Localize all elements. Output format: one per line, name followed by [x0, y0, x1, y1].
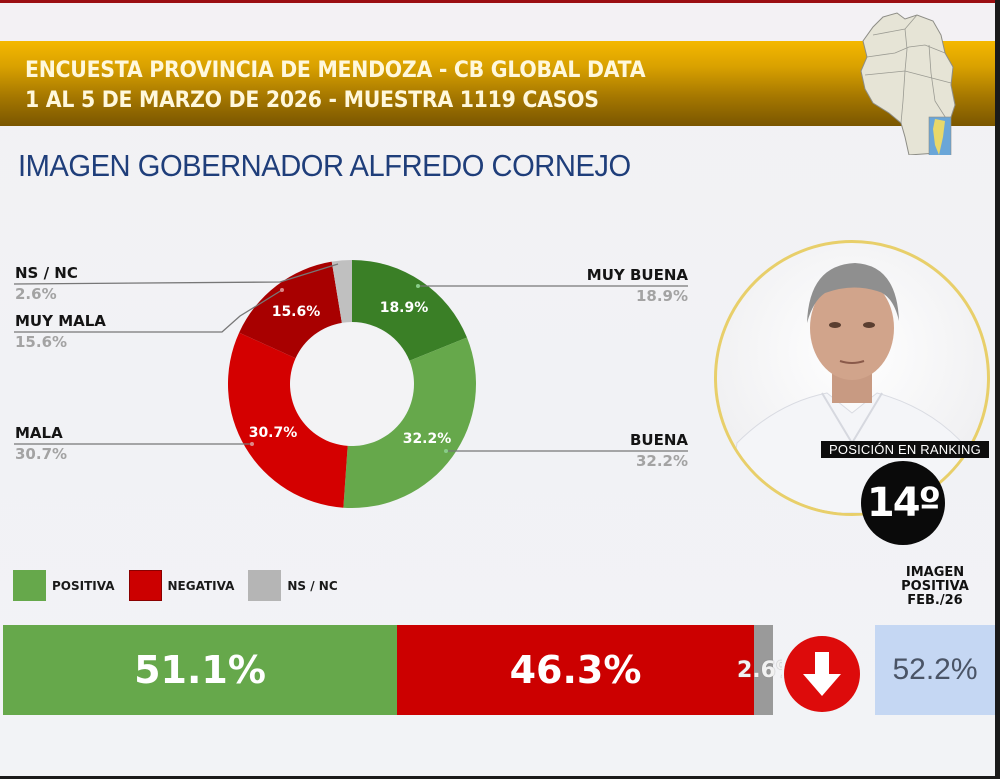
previous-value: 52.2%: [892, 653, 978, 686]
label-name: BUENA: [629, 431, 688, 449]
ranking-label: POSICIÓN EN RANKING: [821, 441, 989, 458]
previous-title: IMAGEN POSITIVA FEB./26: [876, 566, 994, 608]
header-title: ENCUESTA PROVINCIA DE MENDOZA - CB GLOBA…: [25, 58, 646, 83]
label-name: MUY MALA: [15, 312, 106, 330]
mendoza-map-icon: [860, 12, 956, 155]
swatch-ns-nc: [248, 570, 282, 601]
previous-title-line: IMAGEN: [905, 565, 965, 580]
label-muy-mala: MUY MALA 15.6%: [15, 312, 106, 351]
previous-title-line: POSITIVA: [901, 579, 969, 594]
label-mala: MALA 30.7%: [15, 424, 67, 463]
previous-value-box: 52.2%: [875, 625, 995, 715]
label-buena: BUENA 32.2%: [540, 431, 688, 470]
arrow-down-icon: [803, 652, 841, 696]
bar-segment-negativa: 46.3%: [397, 625, 754, 715]
label-name: MUY BUENA: [586, 266, 688, 284]
bar-value-ns-nc: 2.6%: [737, 658, 782, 683]
legend-item-ns-nc: NS / NC: [248, 570, 338, 601]
legend-label: POSITIVA: [52, 578, 115, 593]
label-name: MALA: [15, 424, 63, 442]
legend-item-negativa: NEGATIVA: [128, 570, 235, 601]
slice-muy-mala: [239, 261, 342, 359]
frame-border-bottom: [0, 776, 1000, 779]
bar-segment-positiva: 51.1%: [3, 625, 397, 715]
legend-item-positiva: POSITIVA: [13, 570, 115, 601]
slice-muy-buena: [352, 260, 467, 361]
governor-photo: [714, 240, 990, 516]
label-value: 2.6%: [15, 285, 57, 303]
label-ns-nc: NS / NC 2.6%: [15, 264, 78, 303]
label-muy-buena: MUY BUENA 18.9%: [540, 266, 688, 305]
swatch-negativa: [128, 570, 162, 601]
legend-label: NS / NC: [287, 578, 338, 593]
previous-title-line: FEB./26: [907, 593, 963, 608]
bar-value-negativa: 46.3%: [509, 648, 642, 692]
ranking-position-badge: 14º: [861, 461, 945, 545]
slice-buena: [343, 337, 476, 509]
bar-value-positiva: 51.1%: [134, 648, 266, 692]
header-banner: [0, 41, 995, 126]
frame-border-right: [995, 0, 1000, 779]
label-name: NS / NC: [15, 264, 78, 282]
label-value: 30.7%: [15, 445, 68, 463]
legend: POSITIVA NEGATIVA NS / NC: [13, 570, 352, 601]
person-portrait-icon: [726, 263, 980, 513]
label-value: 15.6%: [15, 333, 68, 351]
trend-badge: [784, 636, 860, 712]
legend-label: NEGATIVA: [167, 578, 235, 593]
swatch-positiva: [13, 570, 46, 601]
bar-segment-ns-nc: [754, 625, 773, 715]
page-title: IMAGEN GOBERNADOR ALFREDO CORNEJO: [18, 148, 631, 183]
slice-mala: [227, 332, 348, 508]
header-subtitle: 1 AL 5 DE MARZO DE 2026 - MUESTRA 1119 C…: [25, 88, 599, 113]
label-value: 18.9%: [635, 287, 688, 305]
label-value: 32.2%: [635, 452, 688, 470]
top-accent-line: [0, 0, 1000, 3]
